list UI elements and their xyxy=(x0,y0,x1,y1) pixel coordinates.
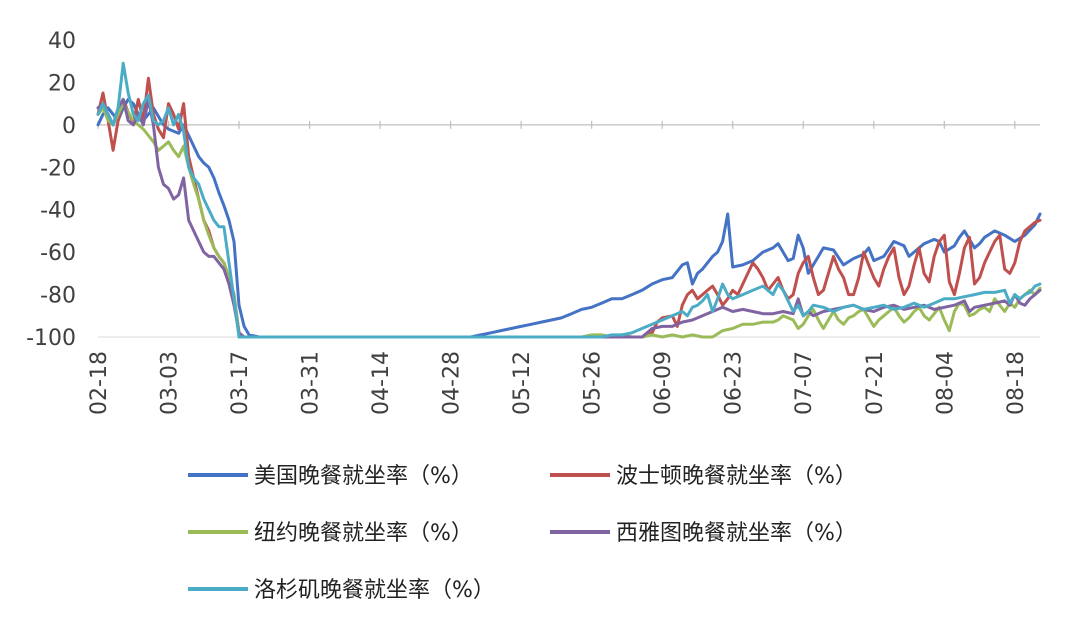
x-tick-label: 06-09 xyxy=(651,351,676,415)
x-tick-label: 07-07 xyxy=(792,351,817,415)
legend-item: 纽约晚餐就坐率（%） xyxy=(188,521,473,546)
x-tick-label: 08-04 xyxy=(933,351,958,415)
x-tick-label: 02-18 xyxy=(87,351,112,415)
legend-label: 纽约晚餐就坐率（%） xyxy=(254,521,473,546)
x-tick-label: 06-23 xyxy=(722,351,747,415)
x-tick-label: 05-26 xyxy=(581,351,606,415)
legend-item: 美国晚餐就坐率（%） xyxy=(188,464,473,489)
y-tick-label: 20 xyxy=(48,71,76,96)
x-tick-label: 05-12 xyxy=(510,351,535,415)
series-line-2 xyxy=(96,76,1042,339)
x-tick-label: 04-14 xyxy=(369,351,394,415)
y-tick-label: 0 xyxy=(62,114,76,139)
x-axis: 02-18 03-03 03-17 03-31 04-14 04-28 05-12 05-26… xyxy=(87,120,1040,415)
series-lines xyxy=(96,61,1042,339)
x-tick-label: 03-17 xyxy=(228,351,253,415)
y-tick-label: -100 xyxy=(26,326,76,351)
y-tick-label: 40 xyxy=(48,29,76,54)
series-line-1 xyxy=(96,97,1042,339)
legend-label: 洛杉矶晚餐就坐率（%） xyxy=(254,578,495,603)
legend-item: 西雅图晚餐就坐率（%） xyxy=(550,521,857,546)
series-line-3 xyxy=(96,102,1042,339)
y-tick-label: -80 xyxy=(40,284,76,309)
legend-label: 波士顿晚餐就坐率（%） xyxy=(616,464,857,489)
x-tick-label: 07-21 xyxy=(863,351,888,415)
x-tick-label: 03-31 xyxy=(299,351,324,415)
legend-label: 美国晚餐就坐率（%） xyxy=(254,464,473,489)
x-tick-label: 08-18 xyxy=(1004,351,1029,415)
y-axis: 40 20 0 -20 -40 -60 -80 -100 xyxy=(26,29,76,351)
y-tick-label: -20 xyxy=(40,156,76,181)
legend-item: 洛杉矶晚餐就坐率（%） xyxy=(188,578,495,603)
x-tick-label: 03-03 xyxy=(158,351,183,415)
series-line-4 xyxy=(96,97,1042,339)
legend-item: 波士顿晚餐就坐率（%） xyxy=(550,464,857,489)
legend-label: 西雅图晚餐就坐率（%） xyxy=(616,521,857,546)
legend: 美国晚餐就坐率（%） 波士顿晚餐就坐率（%） 纽约晚餐就坐率（%） 西雅图晚餐就坐率（… xyxy=(188,464,857,603)
y-tick-label: -60 xyxy=(40,241,76,266)
x-tick-label: 04-28 xyxy=(440,351,465,415)
series-line-5 xyxy=(96,61,1042,339)
y-tick-label: -40 xyxy=(40,199,76,224)
